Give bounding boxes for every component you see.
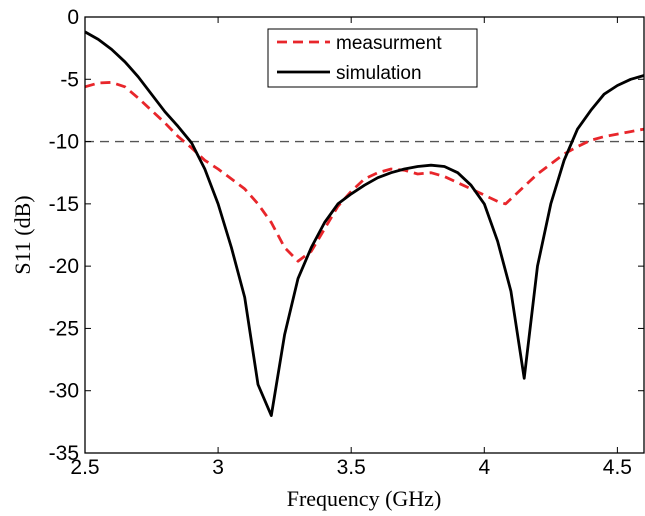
y-tick-label: -10 xyxy=(49,131,79,154)
legend-label-simulation: simulation xyxy=(336,63,422,84)
x-tick-label: 3.5 xyxy=(337,456,366,479)
y-tick-label: -20 xyxy=(49,255,79,278)
legend: measurment simulation xyxy=(267,28,478,88)
plot-frame xyxy=(84,16,645,454)
y-tick-label: -15 xyxy=(49,193,79,216)
legend-label-measurment: measurment xyxy=(336,33,442,54)
ticks-layer: 2.5 3 3.5 4 4.5 0 -5 -10 -15 -20 -25 -30 -35 xyxy=(49,6,644,479)
y-tick-label: -25 xyxy=(49,317,79,340)
y-axis-title: S11 (dB) xyxy=(10,195,35,274)
legend-box xyxy=(267,28,478,88)
y-tick-label: -30 xyxy=(49,380,79,403)
x-tick-label: 3 xyxy=(212,456,224,479)
x-tick-label: 4.5 xyxy=(603,456,632,479)
series-line-simulation xyxy=(84,30,645,417)
x-axis-title: Frequency (GHz) xyxy=(287,486,442,511)
y-tick-label: 0 xyxy=(67,6,79,29)
series-layer xyxy=(84,30,645,417)
x-tick-label: 4 xyxy=(478,456,490,479)
x-tick-label: 2.5 xyxy=(70,456,99,479)
y-tick-label: -35 xyxy=(49,442,79,465)
series-line-measurment xyxy=(84,81,645,263)
y-tick-label: -5 xyxy=(60,68,79,91)
